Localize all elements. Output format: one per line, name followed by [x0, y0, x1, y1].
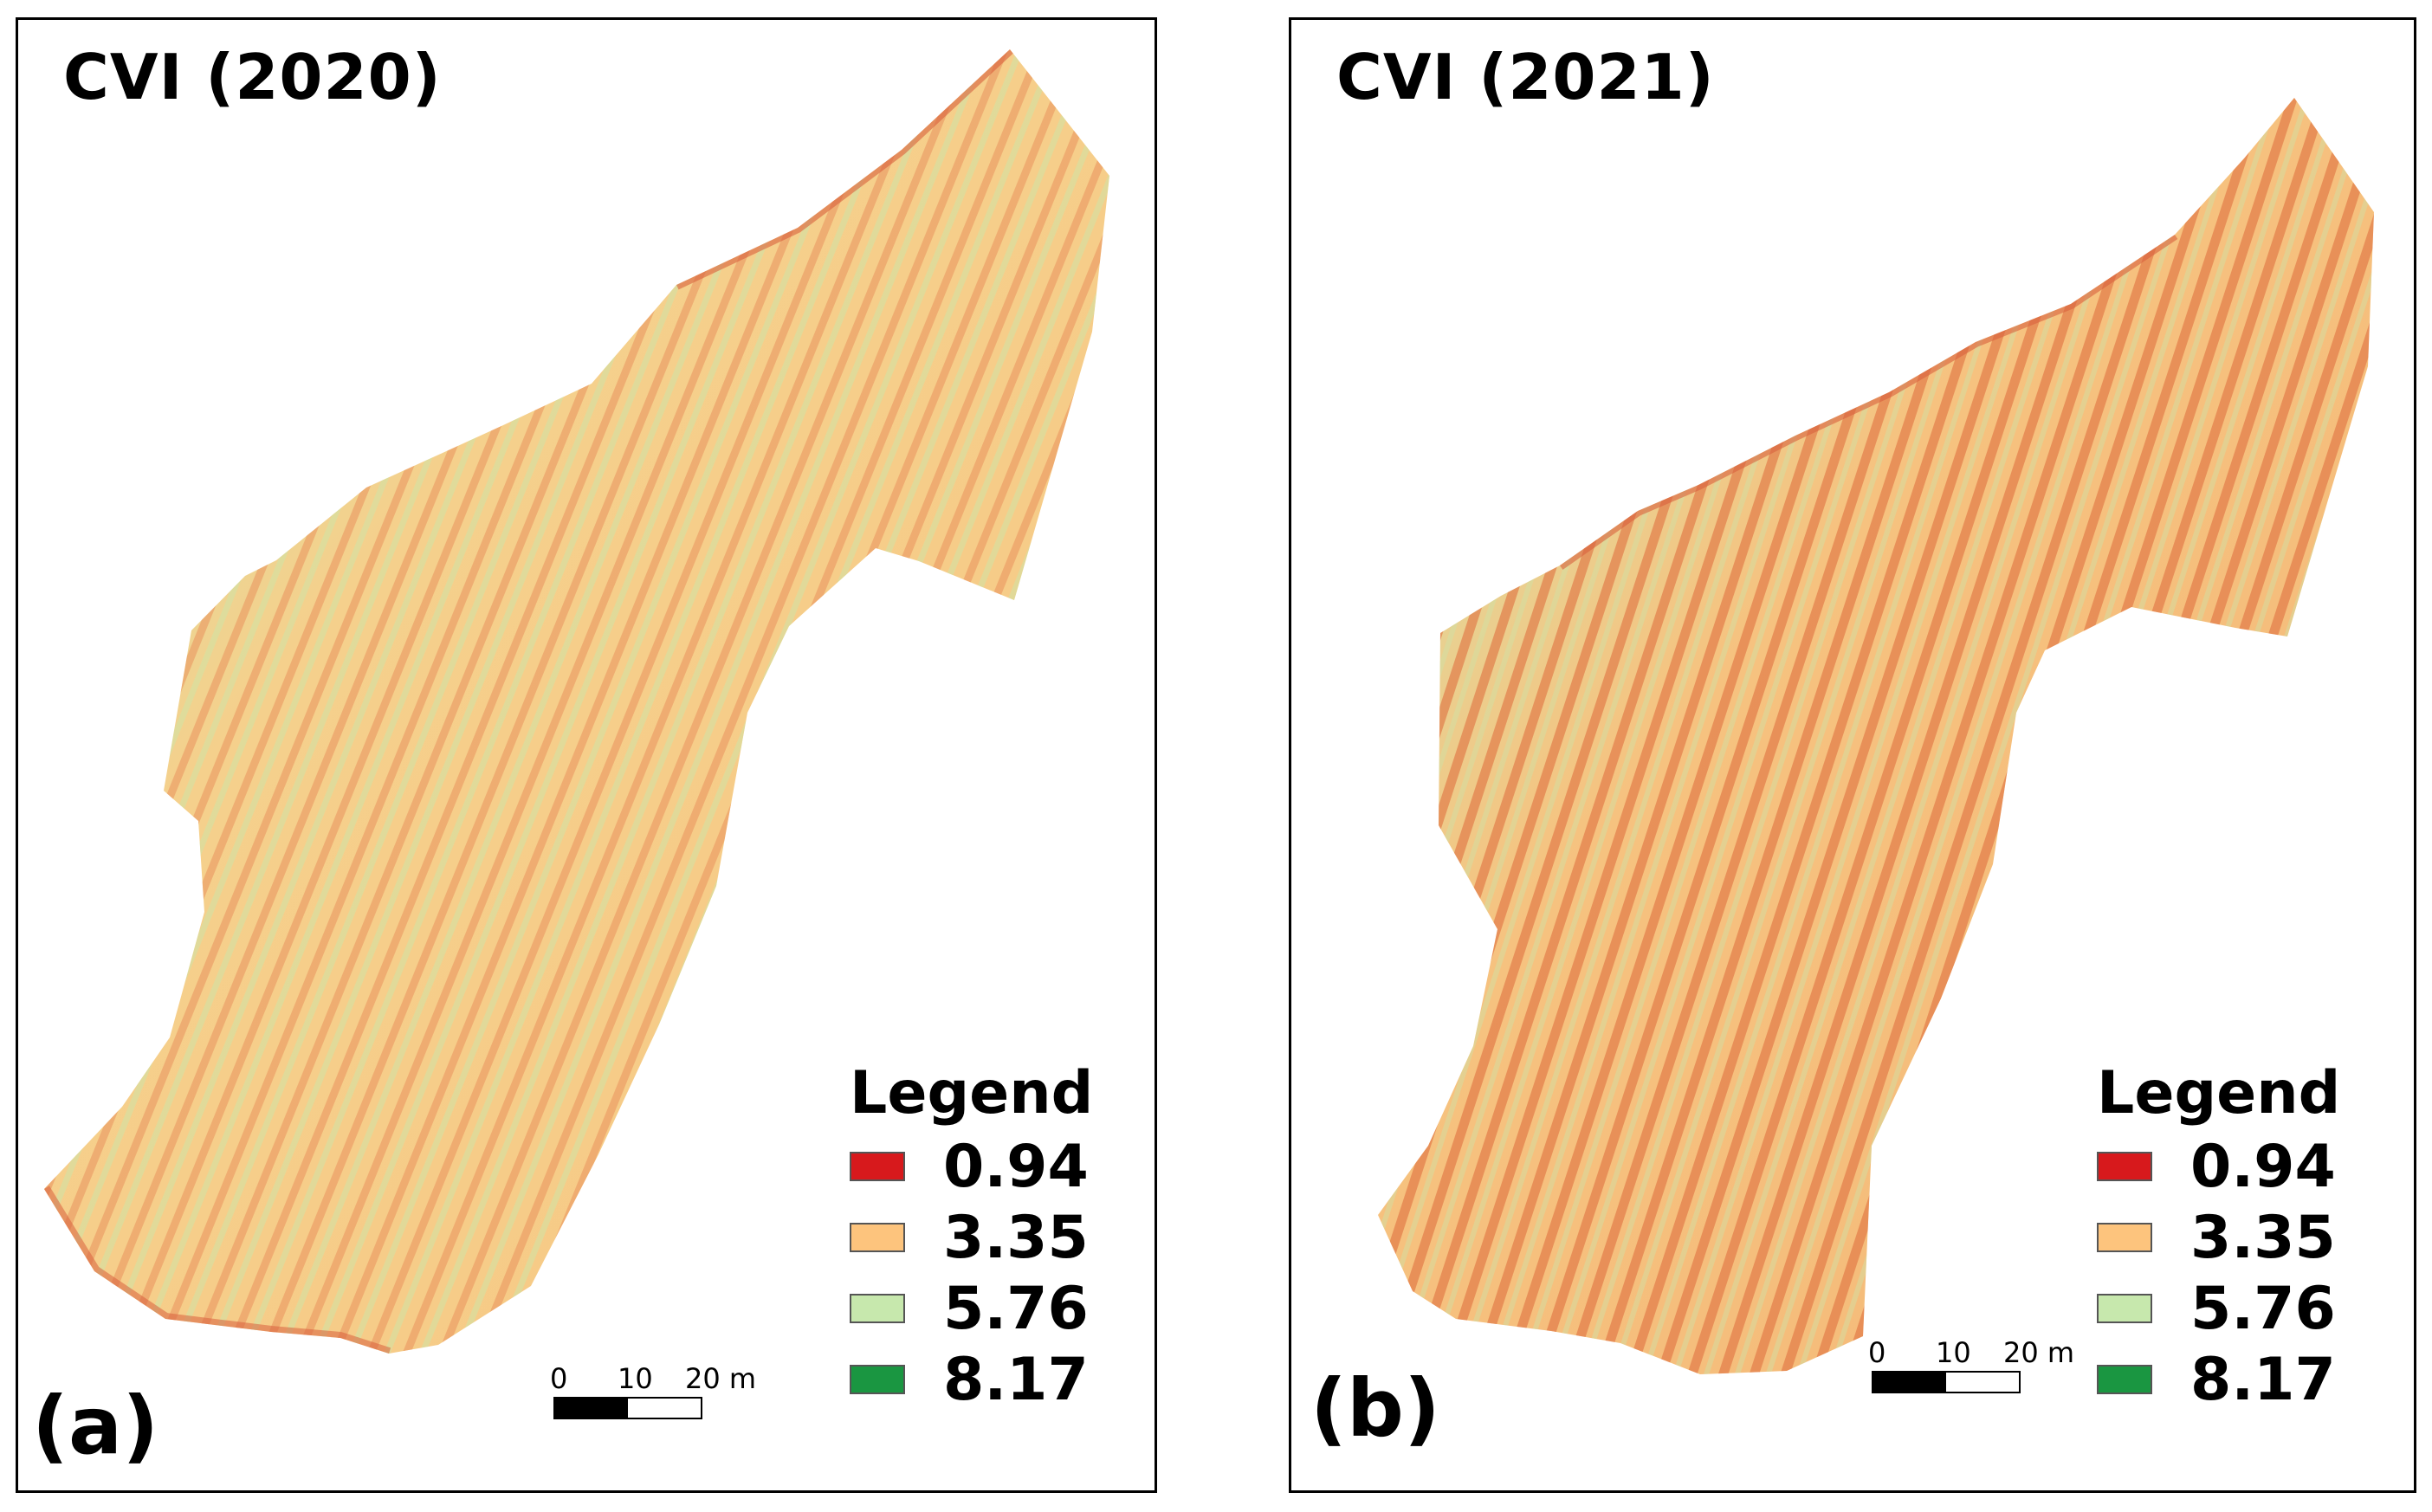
- legend-title: Legend: [2097, 1059, 2341, 1128]
- legend-swatch-lightgreen: [850, 1294, 905, 1323]
- map-title: CVI (2020): [63, 41, 442, 113]
- scale-bar-graphic: [1872, 1371, 2021, 1393]
- scale-tick: 20 m: [2003, 1336, 2075, 1369]
- scale-tick: 10: [618, 1362, 653, 1395]
- scale-bar-graphic: [553, 1397, 702, 1419]
- scale-bar: 0 10 20 m: [550, 1362, 756, 1419]
- panel-label: (b): [1310, 1362, 1440, 1455]
- legend-item: 3.35: [850, 1202, 1093, 1273]
- legend-swatch-green: [2097, 1365, 2152, 1394]
- legend-swatch-orange: [2097, 1223, 2152, 1252]
- legend-item: 8.17: [850, 1344, 1093, 1415]
- legend-swatch-green: [850, 1365, 905, 1394]
- legend-item: 3.35: [2097, 1202, 2340, 1273]
- field-map-2020: [44, 49, 1109, 1354]
- legend-value: 8.17: [2190, 1345, 2336, 1414]
- legend-value: 5.76: [2190, 1274, 2336, 1343]
- legend-swatch-orange: [850, 1223, 905, 1252]
- scale-bar: 0 10 20 m: [1868, 1336, 2074, 1393]
- legend-item: 0.94: [2097, 1131, 2340, 1202]
- legend-value: 0.94: [943, 1132, 1089, 1201]
- map-title: CVI (2021): [1336, 41, 1715, 113]
- scale-tick: 10: [1936, 1336, 1971, 1369]
- map-panel-2021: CVI (2021) Legend 0.94 3.35 5.76 8.17 0 …: [1289, 17, 2416, 1493]
- legend-swatch-red: [850, 1152, 905, 1181]
- legend-value: 3.35: [2190, 1203, 2336, 1272]
- map-panel-2020: CVI (2020) Legend 0.94 3.35 5.76 8.17 0 …: [16, 17, 1157, 1493]
- legend-item: 0.94: [850, 1131, 1093, 1202]
- legend-value: 0.94: [2190, 1132, 2336, 1201]
- legend: Legend 0.94 3.35 5.76 8.17: [2097, 1059, 2340, 1415]
- scale-tick: 0: [550, 1362, 568, 1395]
- legend: Legend 0.94 3.35 5.76 8.17: [850, 1059, 1093, 1415]
- scale-tick: 0: [1868, 1336, 1886, 1369]
- legend-title: Legend: [850, 1059, 1094, 1128]
- legend-swatch-red: [2097, 1152, 2152, 1181]
- legend-item: 5.76: [2097, 1273, 2340, 1344]
- legend-value: 3.35: [943, 1203, 1089, 1272]
- legend-swatch-lightgreen: [2097, 1294, 2152, 1323]
- legend-item: 8.17: [2097, 1344, 2340, 1415]
- panel-label: (a): [32, 1380, 159, 1472]
- legend-value: 8.17: [943, 1345, 1089, 1414]
- legend-value: 5.76: [943, 1274, 1089, 1343]
- field-map-2021: [1378, 98, 2374, 1374]
- legend-item: 5.76: [850, 1273, 1093, 1344]
- scale-tick: 20 m: [685, 1362, 757, 1395]
